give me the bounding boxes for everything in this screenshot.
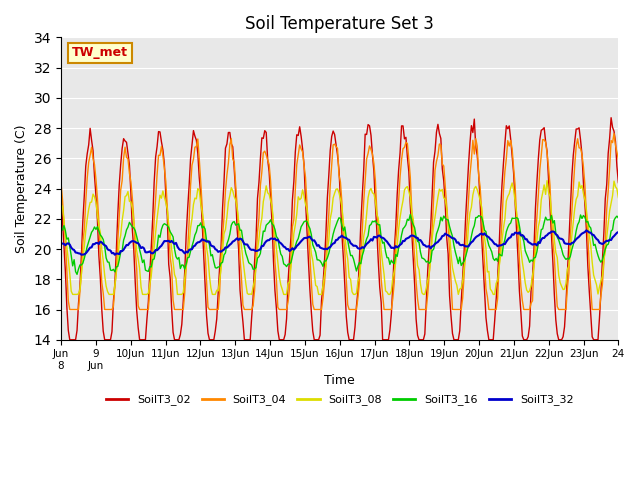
SoilT3_04 [66, 307, 74, 312]
SoilT3_32 [93, 240, 101, 246]
SoilT3_08 [95, 223, 102, 228]
SoilT3_08 [346, 275, 353, 280]
SoilT3_04 [539, 137, 547, 143]
SoilT3_08 [543, 178, 551, 183]
Line: SoilT3_16: SoilT3_16 [61, 215, 618, 275]
SoilT3_02 [77, 252, 85, 258]
SoilT3_32 [539, 235, 547, 241]
SoilT3_16 [540, 220, 548, 226]
SoilT3_16 [346, 246, 353, 252]
SoilT3_16 [73, 272, 81, 277]
SoilT3_04 [57, 180, 65, 186]
SoilT3_08 [57, 202, 65, 208]
SoilT3_08 [613, 186, 621, 192]
SoilT3_02 [346, 337, 353, 343]
SoilT3_32 [346, 237, 353, 243]
SoilT3_08 [69, 291, 77, 297]
SoilT3_16 [614, 215, 622, 221]
SoilT3_16 [57, 225, 65, 231]
SoilT3_08 [614, 195, 622, 201]
Line: SoilT3_04: SoilT3_04 [61, 133, 618, 310]
SoilT3_02 [607, 115, 615, 120]
SoilT3_02 [456, 328, 463, 334]
SoilT3_04 [95, 218, 102, 224]
SoilT3_04 [610, 131, 618, 136]
SoilT3_32 [456, 242, 463, 248]
Line: SoilT3_08: SoilT3_08 [61, 180, 618, 294]
SoilT3_04 [77, 271, 85, 276]
SoilT3_16 [406, 212, 414, 217]
SoilT3_32 [57, 240, 65, 246]
SoilT3_04 [613, 149, 621, 155]
SoilT3_32 [613, 230, 621, 236]
SoilT3_04 [346, 307, 353, 312]
SoilT3_32 [614, 229, 622, 235]
Text: TW_met: TW_met [72, 47, 128, 60]
Y-axis label: Soil Temperature (C): Soil Temperature (C) [15, 124, 28, 253]
SoilT3_08 [539, 190, 547, 195]
SoilT3_16 [613, 213, 621, 219]
X-axis label: Time: Time [324, 374, 355, 387]
SoilT3_08 [456, 286, 463, 292]
SoilT3_32 [582, 228, 590, 233]
SoilT3_08 [77, 271, 85, 276]
SoilT3_02 [613, 164, 621, 169]
SoilT3_02 [57, 187, 65, 193]
SoilT3_02 [614, 180, 622, 185]
SoilT3_04 [456, 307, 463, 312]
SoilT3_02 [95, 252, 102, 258]
SoilT3_04 [614, 156, 622, 162]
SoilT3_32 [111, 252, 118, 258]
Line: SoilT3_32: SoilT3_32 [61, 230, 618, 255]
Legend: SoilT3_02, SoilT3_04, SoilT3_08, SoilT3_16, SoilT3_32: SoilT3_02, SoilT3_04, SoilT3_08, SoilT3_… [101, 390, 578, 410]
SoilT3_16 [77, 262, 85, 268]
SoilT3_16 [95, 228, 102, 234]
Title: Soil Temperature Set 3: Soil Temperature Set 3 [245, 15, 434, 33]
SoilT3_02 [539, 126, 547, 132]
Line: SoilT3_02: SoilT3_02 [61, 118, 618, 340]
SoilT3_02 [66, 337, 74, 343]
SoilT3_16 [458, 263, 465, 268]
SoilT3_32 [76, 251, 84, 256]
